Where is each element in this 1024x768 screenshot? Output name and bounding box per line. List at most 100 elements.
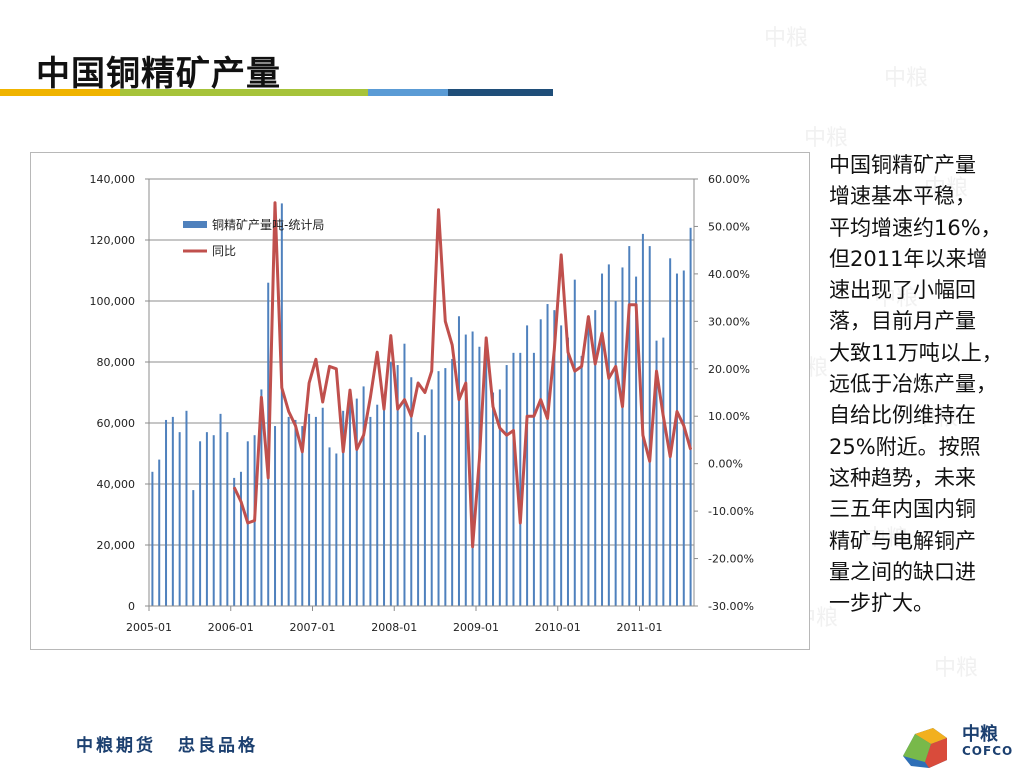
yoy-point: [478, 458, 481, 460]
description-line: 这种趋势，未来: [829, 465, 976, 490]
y-left-tick-label: 100,000: [90, 295, 136, 308]
x-tick-label: 2010-01: [535, 621, 581, 634]
bar: [417, 432, 420, 606]
bar: [301, 426, 304, 606]
y-right-tick-label: -10.00%: [708, 505, 754, 518]
title-underline-segment-yellow: [0, 89, 120, 96]
bar: [635, 276, 638, 606]
yoy-point: [485, 337, 488, 339]
title-underline: [0, 89, 553, 96]
description-line: 25%附近。按照: [829, 434, 981, 459]
yoy-point: [349, 389, 351, 391]
watermark-text: 中粮: [924, 176, 969, 201]
yoy-point: [648, 460, 651, 463]
bar: [294, 419, 297, 606]
yoy-point: [267, 477, 270, 479]
yoy-point: [533, 415, 535, 418]
title-underline-segment-lightblue: [368, 89, 448, 96]
bar: [260, 389, 263, 606]
yoy-point: [669, 455, 671, 458]
bar: [430, 389, 433, 606]
y-right-tick-label: 40.00%: [708, 268, 750, 281]
yoy-point: [492, 405, 494, 408]
bar: [212, 435, 215, 606]
watermark-text: 中粮: [764, 26, 809, 51]
y-right-tick-label: 50.00%: [708, 220, 750, 233]
yoy-point: [437, 209, 440, 211]
bar: [573, 279, 576, 606]
bar: [280, 203, 283, 606]
bar: [607, 264, 610, 606]
bar: [546, 304, 549, 606]
bar: [669, 258, 672, 606]
watermark-text: 中粮: [804, 126, 849, 151]
yoy-point: [458, 398, 460, 401]
bar: [389, 362, 392, 606]
footer-motto: 忠良品格: [178, 736, 258, 756]
yoy-point: [396, 408, 399, 410]
x-tick-label: 2006-01: [208, 621, 254, 634]
watermark-text: 中粮: [934, 656, 979, 681]
y-right-tick-label: -20.00%: [708, 553, 754, 566]
bar: [464, 334, 467, 606]
yoy-point: [573, 370, 576, 372]
y-right-tick-label: 0.00%: [708, 458, 743, 471]
bar: [689, 227, 692, 607]
yoy-point: [308, 382, 310, 384]
x-tick-label: 2011-01: [617, 621, 663, 634]
yoy-point: [328, 365, 331, 368]
yoy-point: [253, 519, 256, 522]
title-underline-segment-green: [120, 89, 368, 96]
y-right-tick-label: 20.00%: [708, 363, 750, 376]
yoy-point: [662, 415, 665, 418]
y-left-tick-label: 20,000: [97, 539, 136, 552]
y-right-tick-label: 60.00%: [708, 173, 750, 186]
y-left-tick-label: 120,000: [90, 234, 136, 247]
yoy-point: [519, 522, 522, 524]
y-left-tick-label: 40,000: [97, 478, 136, 491]
yoy-line-series: [232, 201, 693, 549]
bar: [185, 410, 188, 606]
watermark-text: 中粮: [864, 526, 909, 551]
description-line: 平均增速约16%，: [829, 215, 1002, 240]
yoy-point: [499, 427, 501, 429]
chart-svg: 0 20,000 40,000 60,000 80,000 100,000 120,000 1…: [90, 173, 754, 634]
footer-slogan: 中粮期货 忠良品格: [76, 731, 280, 756]
bar: [199, 441, 202, 606]
yoy-point: [546, 417, 549, 420]
bar: [239, 471, 242, 606]
bar: [532, 352, 535, 606]
description-line: 大致11万吨以上，: [829, 340, 1003, 365]
bar: [587, 316, 590, 606]
bar: [226, 432, 229, 606]
bar: [178, 432, 181, 606]
yoy-point: [294, 424, 297, 427]
yoy-point: [587, 315, 590, 318]
bar: [560, 325, 563, 606]
yoy-point: [383, 408, 385, 410]
description-line: 量之间的缺口进: [829, 559, 976, 584]
logo-english-name: COFCO: [962, 744, 1014, 758]
yoy-point: [560, 254, 562, 256]
yoy-point: [614, 365, 617, 368]
logo-chinese-name: 中粮: [962, 724, 998, 745]
description-line: 增速基本平稳，: [829, 184, 976, 209]
yoy-point: [321, 401, 324, 403]
yoy-point: [628, 303, 631, 306]
bar: [233, 477, 236, 606]
yoy-point: [464, 382, 467, 384]
bar: [471, 331, 474, 606]
bar: [287, 416, 290, 606]
description-line: 但2011年以来增: [829, 246, 988, 271]
bar: [383, 401, 386, 606]
x-tick-label: 2009-01: [453, 621, 499, 634]
yoy-point: [676, 410, 678, 413]
bar: [205, 432, 208, 606]
yoy-point: [390, 334, 392, 337]
bar: [512, 352, 515, 606]
bar: [410, 377, 413, 606]
yoy-point: [246, 522, 249, 524]
yoy-point: [553, 349, 556, 351]
bar: [601, 273, 604, 606]
bar: [675, 273, 678, 606]
